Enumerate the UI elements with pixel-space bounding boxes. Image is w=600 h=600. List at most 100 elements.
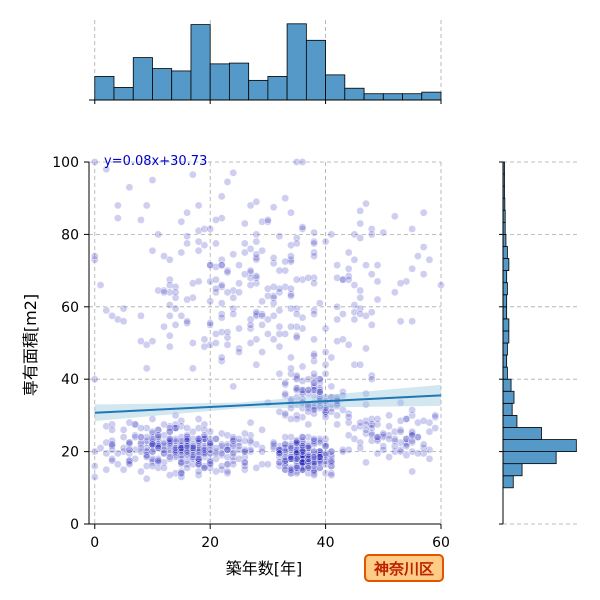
scatter-point	[200, 445, 209, 454]
scatter-point	[189, 279, 197, 288]
scatter-point	[171, 424, 180, 432]
scatter-point	[206, 440, 214, 449]
scatter-point	[189, 442, 197, 450]
x-hist-bar	[325, 74, 346, 101]
scatter-point	[114, 460, 122, 469]
scatter-point	[333, 315, 341, 324]
scatter-point	[321, 237, 330, 246]
scatter-point	[356, 310, 365, 318]
scatter-point	[310, 447, 318, 456]
scatter-point	[258, 460, 266, 469]
scatter-point	[119, 465, 128, 474]
scatter-point	[108, 456, 116, 465]
scatter-point	[154, 286, 163, 295]
x-hist-bar	[209, 63, 230, 101]
scatter-point	[90, 158, 99, 166]
scatter-point	[298, 458, 307, 467]
y-hist-bar	[502, 270, 508, 284]
scatter-point	[269, 283, 278, 291]
scatter-point	[264, 460, 272, 469]
scatter-point	[304, 464, 313, 472]
scatter-point	[241, 453, 249, 461]
scatter-point	[108, 420, 116, 429]
scatter-point	[402, 440, 411, 449]
scatter-point	[391, 288, 399, 297]
scatter-point	[431, 424, 440, 432]
scatter-point	[287, 465, 295, 474]
scatter-point	[298, 447, 307, 456]
scatter-point	[160, 458, 168, 467]
scatter-point	[171, 436, 180, 445]
scatter-point	[396, 417, 405, 425]
scatter-point	[217, 429, 226, 438]
scatter-point	[373, 415, 382, 423]
y-tick-label: 40	[61, 372, 79, 388]
scatter-point	[160, 440, 168, 449]
scatter-point	[373, 435, 382, 443]
scatter-point	[212, 275, 220, 284]
scatter-point	[391, 447, 399, 456]
scatter-point	[217, 192, 226, 201]
x-hist-bar	[402, 93, 423, 101]
scatter-point	[165, 435, 174, 443]
scatter-point	[114, 214, 122, 222]
scatter-point	[212, 284, 220, 293]
scatter-point	[148, 176, 157, 184]
regression-layer	[94, 384, 442, 422]
scatter-point	[223, 469, 232, 478]
scatter-point	[102, 438, 111, 447]
region-badge: 神奈川区	[364, 554, 444, 582]
scatter-point	[414, 252, 422, 260]
scatter-point	[431, 411, 440, 420]
scatter-point	[189, 364, 197, 373]
scatter-point	[119, 433, 128, 441]
y-hist-bar	[502, 306, 508, 320]
scatter-point	[142, 438, 151, 447]
scatter-point	[287, 415, 295, 423]
scatter-point	[160, 288, 168, 297]
scatter-point	[160, 449, 168, 458]
scatter-point	[292, 438, 301, 447]
scatter-point	[246, 321, 255, 329]
scatter-point	[287, 369, 295, 378]
scatter-point	[356, 304, 365, 313]
x-hist-bar	[190, 24, 211, 101]
scatter-point	[264, 315, 272, 324]
scatter-point	[154, 230, 163, 239]
scatter-point	[264, 284, 272, 293]
scatter-point	[269, 299, 278, 307]
y-hist-bar	[502, 378, 512, 392]
scatter-point	[292, 455, 301, 463]
scatter-point	[241, 270, 249, 279]
scatter-point	[102, 306, 111, 315]
scatter-point	[246, 436, 255, 445]
scatter-point	[264, 216, 272, 224]
scatter-point	[396, 317, 405, 326]
scatter-point	[217, 313, 226, 322]
scatter-point	[252, 255, 261, 264]
scatter-point	[316, 375, 324, 384]
y-hist-bar	[502, 475, 514, 489]
scatter-point	[160, 286, 168, 295]
scatter-point	[131, 433, 139, 441]
scatter-point	[183, 447, 191, 456]
scatter-point	[183, 319, 191, 327]
scatter-point	[194, 455, 203, 463]
scatter-point	[425, 418, 434, 427]
scatter-point	[310, 279, 318, 288]
scatter-point	[275, 369, 284, 378]
scatter-point	[396, 447, 405, 456]
scatter-point	[373, 277, 382, 286]
scatter-point	[356, 360, 365, 369]
scatter-point	[396, 438, 405, 447]
scatter-point	[281, 411, 289, 420]
scatter-point	[200, 225, 209, 233]
scatter-point	[344, 431, 353, 440]
scatter-point	[102, 465, 111, 474]
scatter-point	[177, 447, 186, 456]
scatter-point	[137, 467, 145, 476]
y-hist-bar	[502, 342, 508, 356]
scatter-point	[206, 225, 214, 233]
scatter-point	[229, 382, 238, 391]
